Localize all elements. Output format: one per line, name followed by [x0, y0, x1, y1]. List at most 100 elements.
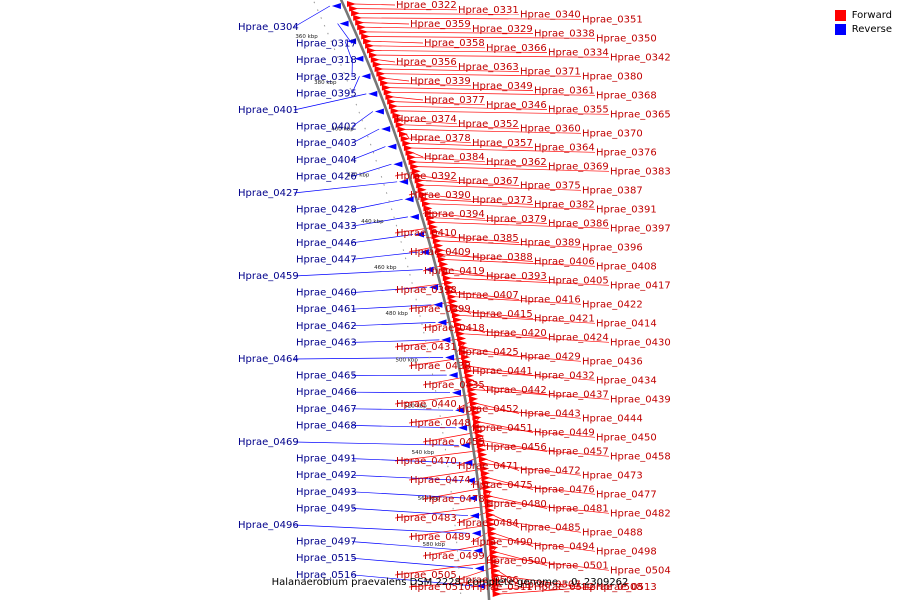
forward-gene-arrow	[484, 502, 494, 509]
forward-leader-line	[394, 561, 498, 576]
forward-gene-label: Hprae_0383	[610, 166, 671, 177]
forward-leader-line	[356, 8, 458, 11]
reverse-leader-line	[351, 339, 440, 343]
forward-leader-line	[420, 175, 458, 182]
forward-gene-label: Hprae_0508	[582, 582, 643, 593]
reverse-leader-line	[351, 286, 428, 293]
forward-leader-line	[444, 259, 596, 267]
reverse-gene-arrow	[415, 231, 424, 238]
reverse-leader-line	[293, 5, 331, 28]
forward-leader-line	[433, 217, 548, 224]
reverse-gene-arrow	[347, 38, 357, 45]
reverse-gene-label: Hprae_0317	[296, 39, 357, 50]
forward-leader-line	[437, 231, 458, 239]
forward-gene-arrow	[453, 316, 462, 323]
forward-leader-line	[496, 551, 548, 566]
reverse-gene-arrow	[473, 547, 483, 554]
forward-leader-line	[407, 138, 472, 144]
forward-gene-label: Hprae_0331	[458, 5, 519, 16]
forward-gene-label: Hprae_0329	[472, 24, 533, 35]
reverse-gene-arrow	[419, 249, 429, 256]
forward-gene-label: Hprae_0470	[396, 456, 457, 467]
forward-gene-label: Hprae_0419	[424, 266, 485, 277]
forward-gene-label: Hprae_0421	[534, 314, 595, 325]
forward-gene-label: Hprae_0483	[396, 513, 457, 524]
reverse-gene-arrow	[409, 213, 419, 220]
forward-gene-arrow	[383, 89, 393, 96]
reverse-gene-arrow	[404, 196, 414, 203]
forward-leader-line	[408, 523, 494, 538]
forward-gene-arrow	[407, 154, 417, 161]
forward-gene-label: Hprae_0485	[520, 523, 581, 534]
forward-gene-arrow	[424, 210, 434, 217]
forward-gene-label: Hprae_0473	[582, 470, 643, 481]
forward-gene-arrow	[461, 354, 471, 361]
reverse-gene-arrow	[455, 407, 465, 414]
forward-leader-line	[454, 296, 582, 305]
forward-gene-arrow	[476, 437, 486, 444]
forward-gene-label: Hprae_0410	[396, 228, 457, 239]
forward-gene-label: Hprae_0441	[472, 366, 533, 377]
forward-gene-label: Hprae_0512	[534, 582, 595, 593]
forward-gene-arrow	[463, 368, 473, 374]
forward-leader-line	[370, 40, 424, 44]
forward-gene-arrow	[462, 358, 471, 365]
forward-gene-label: Hprae_0457	[548, 447, 609, 458]
reverse-leader-line	[351, 425, 457, 429]
forward-gene-arrow	[478, 456, 488, 463]
forward-gene-arrow	[380, 80, 390, 86]
reverse-gene-arrow	[339, 20, 349, 27]
kbp-marker: 420 kbp	[347, 173, 370, 179]
forward-gene-arrow	[486, 521, 496, 528]
reverse-gene-label: Hprae_0304	[238, 22, 299, 33]
forward-gene-arrow	[410, 163, 420, 170]
forward-gene-arrow	[423, 205, 433, 212]
forward-leader-line	[372, 45, 486, 49]
forward-leader-line	[428, 203, 596, 210]
reverse-gene-arrow	[465, 477, 475, 484]
forward-leader-line	[397, 110, 610, 115]
forward-gene-label: Hprae_0340	[520, 10, 581, 21]
forward-leader-line	[488, 482, 596, 495]
reverse-gene-arrow	[433, 301, 443, 308]
forward-gene-label: Hprae_0408	[596, 261, 657, 272]
reverse-leader-line	[293, 181, 398, 194]
forward-gene-label: Hprae_0375	[520, 181, 581, 192]
forward-gene-arrow	[347, 1, 356, 7]
forward-gene-arrow	[482, 484, 492, 491]
forward-gene-label: Hprae_0458	[610, 451, 671, 462]
forward-gene-arrow	[435, 247, 445, 254]
forward-gene-label: Hprae_0472	[520, 466, 581, 477]
forward-gene-label: Hprae_0501	[548, 561, 609, 572]
forward-leader-line	[362, 22, 410, 25]
forward-gene-arrow	[405, 149, 415, 156]
kbp-marker: 560 kbp	[418, 496, 441, 502]
forward-gene-arrow	[476, 442, 486, 449]
reverse-leader-line	[351, 391, 451, 394]
reverse-gene-label: Hprae_0466	[296, 387, 357, 398]
forward-gene-arrow	[488, 539, 498, 546]
forward-leader-line	[494, 533, 534, 547]
forward-leader-line	[401, 119, 458, 125]
forward-leader-line	[409, 143, 534, 148]
reverse-gene-label: Hprae_0404	[296, 155, 357, 166]
forward-leader-line	[421, 180, 520, 186]
forward-gene-arrow	[420, 196, 430, 203]
forward-gene-arrow	[468, 391, 478, 398]
forward-gene-label: Hprae_0449	[534, 428, 595, 439]
reverse-gene-label: Hprae_0491	[296, 454, 357, 465]
forward-gene-arrow	[440, 265, 450, 272]
reverse-leader-line	[351, 76, 360, 94]
forward-gene-label: Hprae_0494	[534, 542, 595, 553]
forward-leader-line	[388, 87, 534, 91]
reverse-gene-label: Hprae_0402	[296, 122, 357, 133]
forward-gene-arrow	[414, 177, 424, 184]
reverse-gene-label: Hprae_0496	[238, 520, 299, 531]
forward-gene-arrow	[397, 126, 407, 133]
forward-gene-label: Hprae_0499	[424, 551, 485, 562]
forward-gene-arrow	[417, 186, 427, 193]
forward-leader-line	[458, 314, 596, 324]
forward-gene-label: Hprae_0385	[458, 233, 519, 244]
forward-gene-label: Hprae_0422	[582, 299, 643, 310]
forward-gene-label: Hprae_0359	[410, 19, 471, 30]
